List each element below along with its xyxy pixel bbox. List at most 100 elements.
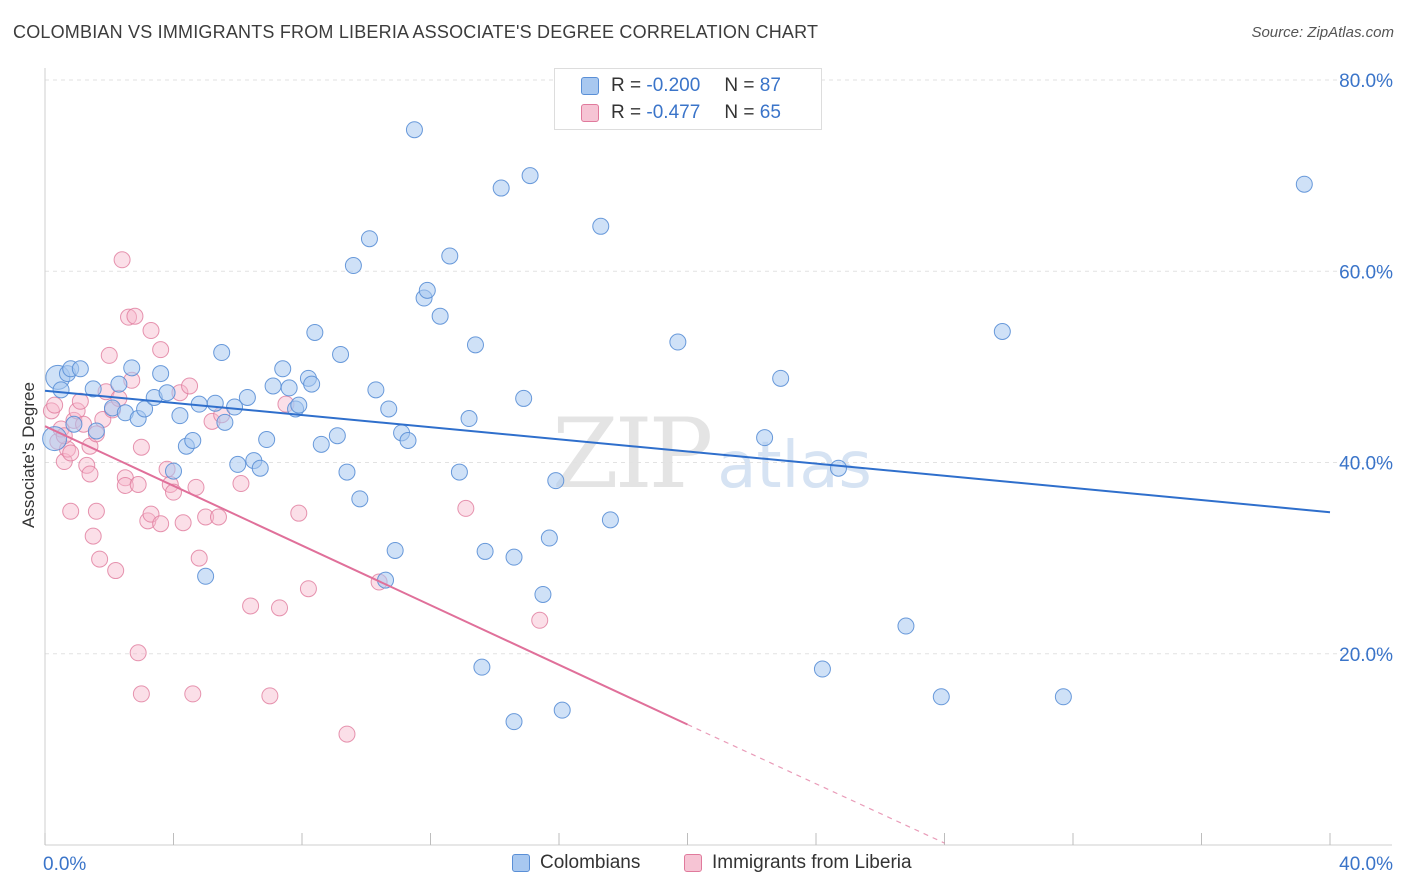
colombians-point: [813, 660, 831, 678]
liberia-point: [129, 644, 147, 662]
colombians-point: [84, 380, 102, 398]
liberia-point: [116, 476, 134, 494]
liberia-point: [91, 550, 109, 568]
legend-r-label: R =: [611, 102, 642, 123]
colombians-point: [344, 257, 362, 275]
colombians-point: [52, 381, 70, 399]
colombians-point: [158, 384, 176, 402]
chart-title: COLOMBIAN VS IMMIGRANTS FROM LIBERIA ASS…: [13, 22, 819, 42]
colombians-point: [405, 121, 423, 139]
liberia-point: [46, 396, 64, 414]
liberia-trend-line: [44, 425, 688, 726]
colombians-point: [505, 548, 523, 566]
colombians-point: [993, 322, 1011, 340]
colombians-point: [197, 567, 215, 585]
liberia-point: [271, 599, 289, 617]
liberia-point: [132, 438, 150, 456]
colombians-point: [772, 369, 790, 387]
colombians-point: [1054, 688, 1072, 706]
liberia-point: [126, 307, 144, 325]
series-liberia-points: [42, 251, 549, 743]
legend-label-liberia: Immigrants from Liberia: [712, 852, 912, 873]
liberia-point: [107, 562, 125, 580]
liberia-point: [531, 611, 549, 629]
legend-n-label: N =: [724, 102, 755, 123]
liberia-point: [174, 514, 192, 532]
legend-swatch-pink: [581, 104, 599, 122]
colombians-trend-line: [44, 389, 1331, 514]
liberia-point: [142, 322, 160, 340]
colombians-point: [351, 490, 369, 508]
y-tick-label: 80.0%: [1339, 71, 1393, 92]
legend-r-label: R =: [611, 75, 642, 96]
source-label: Source: ZipAtlas.com: [1251, 24, 1394, 41]
colombians-point: [540, 529, 558, 547]
colombians-point: [669, 333, 687, 351]
colombians-point: [450, 463, 468, 481]
liberia-point: [42, 402, 60, 420]
colombians-point: [251, 459, 269, 477]
liberia-point: [190, 549, 208, 567]
colombians-point: [171, 407, 189, 425]
legend-r-value: -0.477: [646, 102, 701, 123]
correlation-legend: R = -0.200 N = 87 R = -0.477 N = 65: [554, 68, 822, 130]
trend-lines: [44, 389, 1331, 844]
x-tick-label: 40.0%: [1339, 854, 1393, 875]
colombians-point: [367, 381, 385, 399]
colombians-point: [229, 455, 247, 473]
colombians-point: [274, 360, 292, 378]
colombians-point: [466, 336, 484, 354]
colombians-point: [399, 432, 417, 450]
y-tick-label: 40.0%: [1339, 454, 1393, 475]
colombians-point: [87, 422, 105, 440]
colombians-point: [312, 435, 330, 453]
legend-n-label: N =: [724, 75, 755, 96]
colombians-point: [213, 344, 231, 362]
legend-swatch-pink: [684, 854, 702, 872]
liberia-point: [78, 456, 96, 474]
colombians-point: [473, 658, 491, 676]
liberia-point: [120, 308, 138, 326]
colombians-point: [303, 375, 321, 393]
series-colombians-points: [42, 121, 1313, 731]
colombians-point: [547, 472, 565, 490]
colombians-point: [418, 281, 436, 299]
colombians-point: [338, 463, 356, 481]
colombians-point: [897, 617, 915, 635]
legend-label-colombians: Colombians: [540, 852, 641, 873]
liberia-point: [84, 527, 102, 545]
liberia-point: [113, 251, 131, 269]
grid-lines: [45, 79, 1392, 655]
colombians-point: [553, 701, 571, 719]
colombians-point: [829, 459, 847, 477]
liberia-point: [181, 377, 199, 395]
colombians-point: [65, 415, 83, 433]
liberia-point: [338, 725, 356, 743]
y-tick-label: 20.0%: [1339, 645, 1393, 666]
legend-row-liberia: R = -0.477 N = 65: [581, 102, 781, 124]
legend-n-value: 87: [759, 75, 781, 96]
colombians-point: [505, 713, 523, 731]
y-tick-label: 60.0%: [1339, 262, 1393, 283]
liberia-point: [81, 465, 99, 483]
liberia-point: [232, 475, 250, 493]
colombians-point: [123, 359, 141, 377]
colombians-point: [360, 230, 378, 248]
colombians-point: [264, 377, 282, 395]
colombians-point: [431, 307, 449, 325]
legend-n-value: 65: [759, 102, 781, 123]
colombians-point: [521, 167, 539, 185]
legend-swatch-blue: [512, 854, 530, 872]
colombians-point: [932, 688, 950, 706]
legend-item-liberia: Immigrants from Liberia: [684, 852, 912, 874]
colombians-point: [290, 396, 308, 414]
colombians-point: [492, 179, 510, 197]
series-legend: Colombians Immigrants from Liberia: [0, 852, 1406, 878]
colombians-point: [377, 571, 395, 589]
liberia-trend-extension: [687, 723, 945, 844]
liberia-point: [197, 508, 215, 526]
colombians-point: [328, 427, 346, 445]
y-axis-label: Associate's Degree: [19, 382, 38, 528]
colombians-point: [1295, 175, 1313, 193]
colombians-point: [386, 541, 404, 559]
